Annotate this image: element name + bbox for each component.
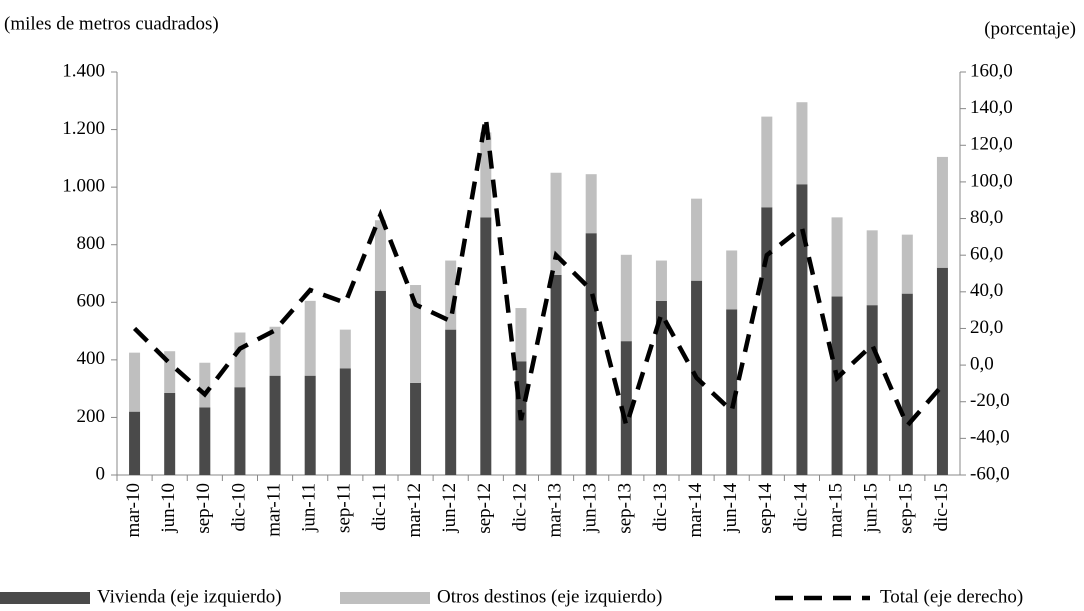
y-tick-label: 200 (77, 406, 106, 427)
bar (234, 332, 246, 388)
x-tick-label: sep-13 (615, 483, 636, 534)
bar (901, 234, 913, 294)
bar (304, 375, 316, 475)
y2-tick-label: 20,0 (970, 317, 1003, 338)
y-tick-label: 800 (77, 233, 106, 254)
bar (374, 220, 386, 291)
bar (269, 375, 281, 475)
x-tick-label: dic-14 (790, 483, 811, 532)
y-tick-label: 400 (77, 348, 106, 369)
y2-axis-label: (porcentaje) (984, 18, 1076, 39)
bar (304, 300, 316, 376)
bar (480, 132, 492, 218)
bar (550, 274, 562, 475)
y-tick-label: 1.400 (62, 60, 105, 81)
bar (410, 382, 422, 475)
bar (691, 198, 703, 281)
y2-tick-label: 0,0 (970, 353, 994, 374)
bar (796, 184, 808, 475)
x-tick-label: mar-15 (825, 483, 846, 538)
bar (199, 362, 211, 408)
bar (339, 368, 351, 475)
bar (761, 116, 773, 208)
x-tick-label: sep-14 (755, 483, 776, 534)
y2-tick-label: 40,0 (970, 280, 1003, 301)
x-tick-label: jun-12 (439, 483, 460, 534)
bar (129, 411, 141, 475)
x-tick-label: jun-14 (720, 483, 741, 534)
x-tick-label: sep-10 (193, 483, 214, 534)
legend-swatch (340, 592, 430, 604)
bar (199, 407, 211, 475)
bar (410, 285, 422, 383)
bar (655, 300, 667, 475)
legend-label: Otros destinos (eje izquierdo) (437, 586, 662, 607)
x-tick-label: jun-15 (861, 483, 882, 534)
bar (480, 217, 492, 475)
y-axis-label: (miles de metros cuadrados) (4, 13, 219, 34)
line (132, 117, 945, 434)
bar (374, 290, 386, 475)
y2-tick-label: -40,0 (970, 427, 1010, 448)
x-tick-label: mar-14 (685, 483, 706, 538)
x-tick-label: dic-10 (228, 483, 249, 532)
bar (445, 329, 457, 475)
y2-tick-label: 140,0 (970, 97, 1013, 118)
bar (585, 174, 597, 234)
y-tick-label: 600 (77, 291, 106, 312)
bar (936, 156, 948, 268)
x-tick-label: dic-15 (931, 483, 952, 532)
bar (550, 172, 562, 275)
bar (901, 293, 913, 475)
bar (936, 267, 948, 475)
bar (796, 102, 808, 185)
y2-tick-label: 80,0 (970, 207, 1003, 228)
bar (164, 392, 176, 475)
bar (866, 230, 878, 306)
x-tick-label: dic-13 (650, 483, 671, 532)
bar (831, 296, 843, 475)
y2-tick-label: 120,0 (970, 134, 1013, 155)
y2-tick-label: 100,0 (970, 170, 1013, 191)
bar (866, 305, 878, 475)
x-tick-label: jun-13 (580, 483, 601, 534)
legend-label: Vivienda (eje izquierdo) (97, 586, 282, 607)
x-tick-label: mar-12 (404, 483, 425, 538)
bar (339, 329, 351, 369)
legend-swatch (0, 592, 90, 604)
bar (726, 250, 738, 310)
x-tick-label: sep-11 (334, 483, 355, 533)
x-tick-label: mar-13 (544, 483, 565, 538)
bar (655, 260, 667, 301)
y-tick-label: 1.200 (62, 118, 105, 139)
y2-tick-label: -60,0 (970, 463, 1010, 484)
bar (620, 254, 632, 342)
y-tick-label: 1.000 (62, 176, 105, 197)
x-tick-label: sep-15 (896, 483, 917, 534)
bar (129, 352, 141, 412)
x-tick-label: sep-12 (474, 483, 495, 534)
bar (620, 341, 632, 475)
x-tick-label: mar-10 (123, 483, 144, 538)
bar (445, 260, 457, 330)
y2-tick-label: 60,0 (970, 244, 1003, 265)
bar (726, 309, 738, 475)
y-tick-label: 0 (96, 463, 106, 484)
legend-label: Total (eje derecho) (880, 586, 1023, 607)
x-tick-label: dic-12 (509, 483, 530, 532)
x-tick-label: jun-11 (299, 483, 320, 533)
bar (761, 207, 773, 476)
y2-tick-label: 160,0 (970, 60, 1013, 81)
bar (831, 217, 843, 297)
bar (164, 351, 176, 393)
bar (585, 233, 597, 475)
bar (515, 308, 527, 362)
y2-tick-label: -20,0 (970, 390, 1010, 411)
x-tick-label: mar-11 (263, 483, 284, 537)
bar (234, 387, 246, 475)
bar (269, 326, 281, 376)
x-tick-label: jun-10 (158, 483, 179, 534)
x-tick-label: dic-11 (369, 483, 390, 531)
